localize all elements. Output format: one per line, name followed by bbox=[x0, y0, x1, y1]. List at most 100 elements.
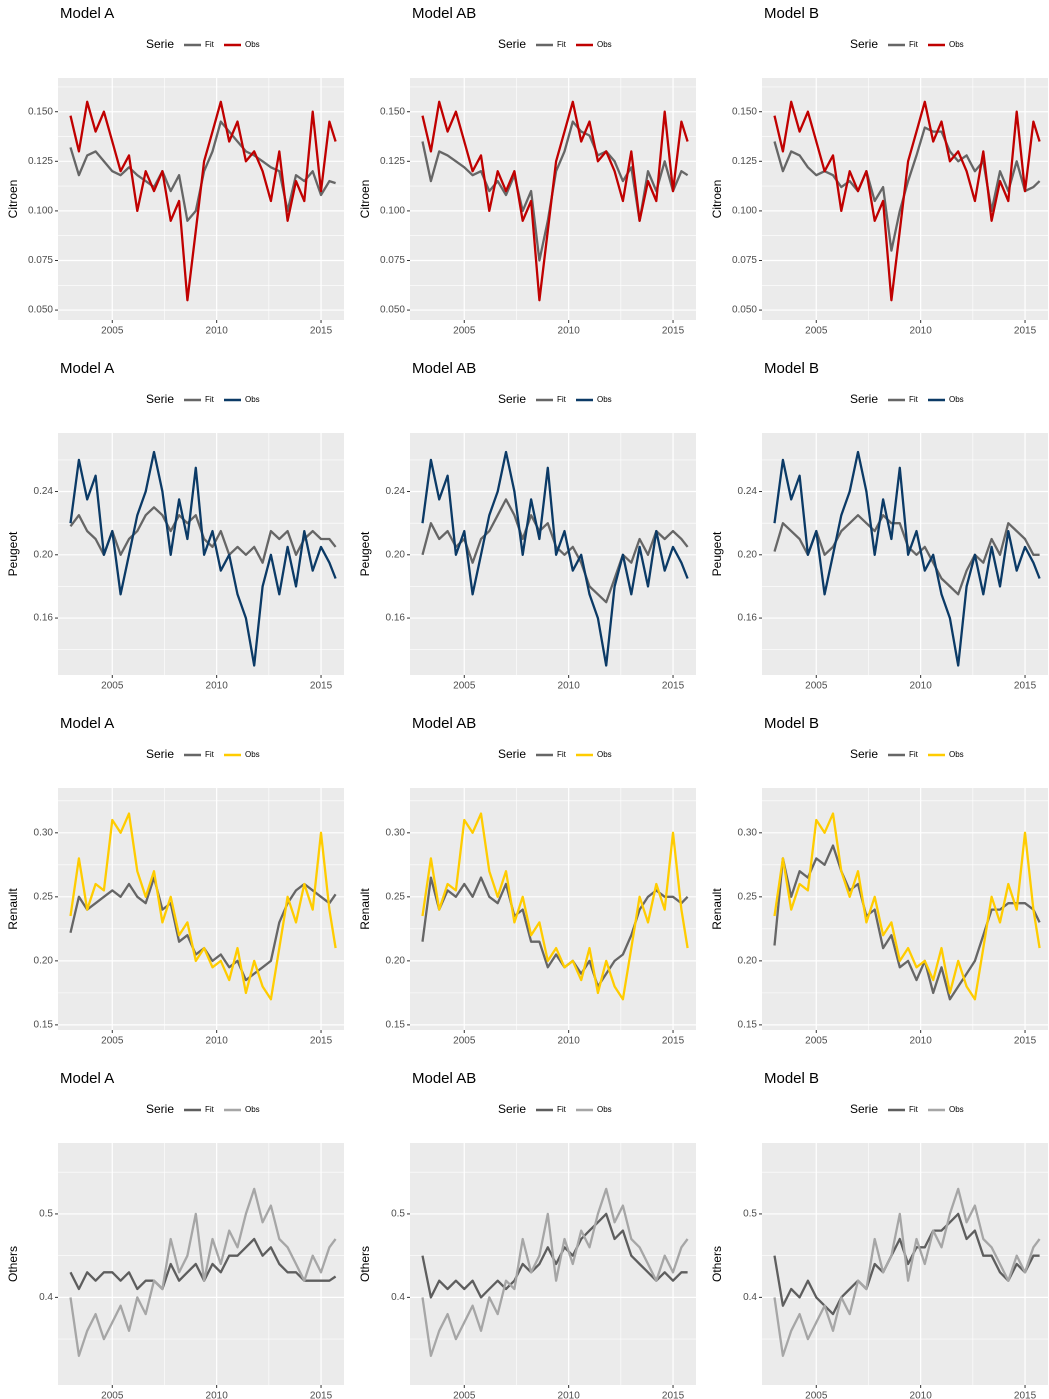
legend-label: Fit bbox=[557, 750, 567, 759]
legend-title: Serie bbox=[146, 392, 174, 406]
legend-label: Obs bbox=[949, 40, 964, 49]
x-tick-label: 2005 bbox=[805, 326, 828, 337]
x-tick-label: 2010 bbox=[910, 681, 933, 692]
legend-label: Fit bbox=[909, 395, 919, 404]
legend-title: Serie bbox=[146, 37, 174, 51]
y-tick-label: 0.24 bbox=[738, 486, 758, 497]
legend-label: Obs bbox=[245, 395, 260, 404]
y-tick-label: 0.30 bbox=[738, 827, 758, 838]
y-axis-label: Citroen bbox=[710, 180, 724, 219]
y-tick-label: 0.25 bbox=[738, 891, 758, 902]
panel: Model B Serie Fit Obs 0.16 0.20 0.24 2005 2010 20… bbox=[710, 360, 1048, 692]
legend-title: Serie bbox=[850, 1102, 878, 1116]
x-tick-label: 2010 bbox=[910, 1036, 933, 1047]
panel-title: Model B bbox=[764, 715, 819, 732]
y-tick-label: 0.20 bbox=[386, 549, 406, 560]
series-line bbox=[69, 812, 337, 1001]
x-tick-label: 2005 bbox=[805, 681, 828, 692]
y-tick-label: 0.24 bbox=[386, 486, 406, 497]
x-tick-label: 2010 bbox=[558, 1036, 581, 1047]
panel: Model B Serie Fit Obs 0.15 0.20 0.25 0.30 2005 20… bbox=[710, 715, 1048, 1047]
y-tick-label: 0.100 bbox=[380, 206, 405, 217]
x-tick-label: 2010 bbox=[558, 681, 581, 692]
x-tick-label: 2010 bbox=[910, 1391, 933, 1399]
x-tick-label: 2005 bbox=[101, 681, 124, 692]
y-tick-label: 0.15 bbox=[386, 1020, 406, 1031]
panel: Model AB Serie Fit Obs 0.4 0.5 2005 2010 2015 Oth… bbox=[358, 1070, 696, 1399]
series-line bbox=[773, 1212, 1040, 1316]
y-tick-label: 0.075 bbox=[28, 255, 53, 266]
y-tick-label: 0.050 bbox=[380, 305, 405, 316]
legend-label: Fit bbox=[909, 750, 919, 759]
legend-label: Obs bbox=[597, 750, 612, 759]
series-line bbox=[421, 812, 689, 1001]
y-axis-label: Renault bbox=[358, 888, 372, 930]
x-tick-label: 2010 bbox=[206, 1391, 229, 1399]
series-line bbox=[773, 100, 1041, 302]
panel-title: Model A bbox=[60, 715, 114, 732]
panel-title: Model AB bbox=[412, 360, 476, 377]
plot-background bbox=[410, 788, 696, 1030]
y-tick-label: 0.20 bbox=[738, 955, 758, 966]
series-line bbox=[69, 1187, 337, 1357]
y-tick-label: 0.075 bbox=[732, 255, 757, 266]
legend-label: Obs bbox=[949, 1105, 964, 1114]
x-tick-label: 2005 bbox=[453, 681, 476, 692]
panel-title: Model AB bbox=[412, 5, 476, 22]
series-line bbox=[421, 100, 689, 302]
legend-title: Serie bbox=[146, 747, 174, 761]
legend-label: Obs bbox=[597, 395, 612, 404]
x-tick-label: 2015 bbox=[310, 681, 333, 692]
x-tick-label: 2010 bbox=[206, 681, 229, 692]
y-tick-label: 0.25 bbox=[34, 891, 54, 902]
plot-background bbox=[762, 78, 1048, 320]
legend-label: Fit bbox=[205, 40, 215, 49]
x-tick-label: 2010 bbox=[558, 326, 581, 337]
y-tick-label: 0.20 bbox=[386, 955, 406, 966]
x-tick-label: 2005 bbox=[101, 326, 124, 337]
y-tick-label: 0.15 bbox=[34, 1020, 54, 1031]
y-tick-label: 0.150 bbox=[28, 106, 53, 117]
y-tick-label: 0.100 bbox=[732, 206, 757, 217]
y-tick-label: 0.16 bbox=[34, 613, 54, 624]
y-tick-label: 0.100 bbox=[28, 206, 53, 217]
series-line bbox=[421, 1212, 688, 1299]
y-tick-label: 0.4 bbox=[391, 1292, 405, 1303]
panel-title: Model B bbox=[764, 5, 819, 22]
y-tick-label: 0.125 bbox=[732, 156, 757, 167]
panel: Model A Serie Fit Obs 0.4 0.5 2005 2010 2015 Othe… bbox=[6, 1070, 344, 1399]
series-line bbox=[421, 1187, 689, 1357]
series-line bbox=[421, 876, 689, 988]
y-tick-label: 0.20 bbox=[738, 549, 758, 560]
y-axis-label: Peugeot bbox=[358, 531, 372, 576]
panel: Model B Serie Fit Obs 0.050 0.075 0.100 0.125 0.… bbox=[710, 5, 1048, 337]
y-tick-label: 0.150 bbox=[380, 106, 405, 117]
panel-title: Model AB bbox=[412, 715, 476, 732]
x-tick-label: 2005 bbox=[101, 1036, 124, 1047]
y-axis-label: Citroen bbox=[358, 180, 372, 219]
y-axis-label: Renault bbox=[710, 888, 724, 930]
x-tick-label: 2005 bbox=[805, 1036, 828, 1047]
series-line bbox=[773, 1187, 1041, 1357]
panel: Model AB Serie Fit Obs 0.050 0.075 0.100 0.125 0… bbox=[358, 5, 696, 337]
y-tick-label: 0.15 bbox=[738, 1020, 758, 1031]
plot-background bbox=[762, 788, 1048, 1030]
x-tick-label: 2005 bbox=[101, 1391, 124, 1399]
y-axis-label: Citroen bbox=[6, 180, 20, 219]
y-tick-label: 0.25 bbox=[386, 891, 406, 902]
x-tick-label: 2010 bbox=[558, 1391, 581, 1399]
x-tick-label: 2015 bbox=[1014, 1036, 1037, 1047]
x-tick-label: 2010 bbox=[206, 1036, 229, 1047]
x-tick-label: 2015 bbox=[662, 326, 685, 337]
panel: Model AB Serie Fit Obs 0.16 0.20 0.24 2005 2010 2… bbox=[358, 360, 696, 692]
legend-label: Fit bbox=[557, 40, 567, 49]
x-tick-label: 2005 bbox=[805, 1391, 828, 1399]
panel: Model A Serie Fit Obs 0.16 0.20 0.24 2005 2010 20… bbox=[6, 360, 344, 692]
y-tick-label: 0.5 bbox=[743, 1209, 757, 1220]
series-line bbox=[773, 844, 1041, 1001]
legend-title: Serie bbox=[850, 37, 878, 51]
y-tick-label: 0.075 bbox=[380, 255, 405, 266]
y-tick-label: 0.050 bbox=[28, 305, 53, 316]
legend-title: Serie bbox=[498, 392, 526, 406]
